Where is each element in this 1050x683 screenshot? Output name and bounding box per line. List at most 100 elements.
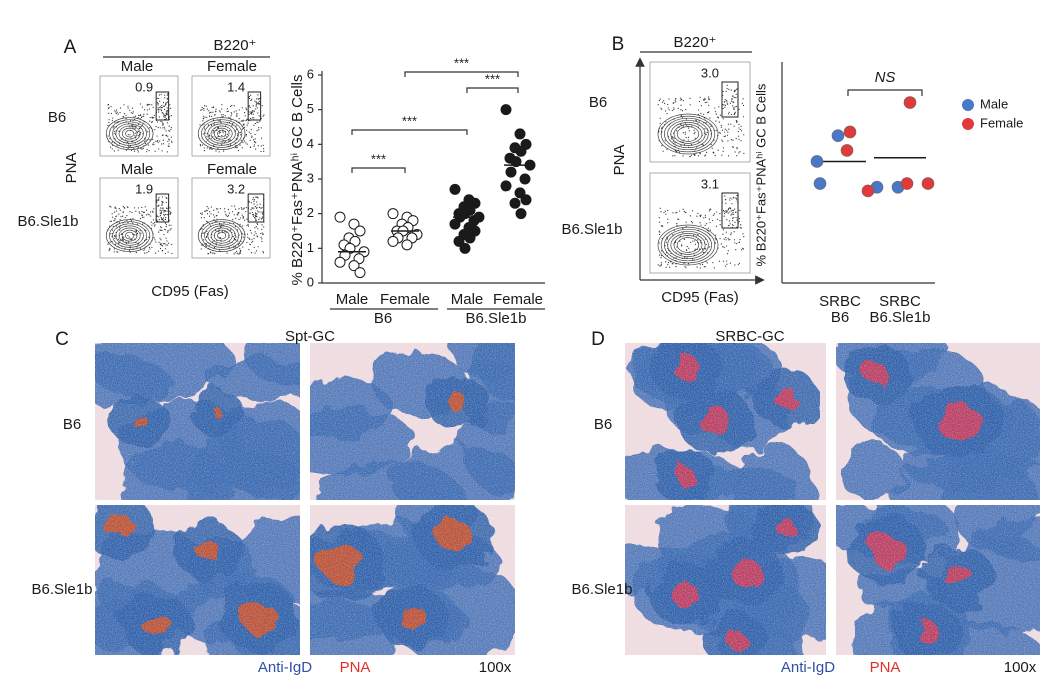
event-dot bbox=[239, 121, 241, 123]
event-dot bbox=[261, 224, 263, 226]
event-dot bbox=[733, 197, 735, 199]
event-dot bbox=[675, 257, 677, 259]
event-dot bbox=[151, 121, 153, 124]
event-dot bbox=[162, 127, 164, 129]
event-dot bbox=[165, 213, 167, 216]
sig-bracket bbox=[351, 167, 406, 173]
event-dot bbox=[165, 102, 167, 104]
event-dot bbox=[161, 150, 163, 152]
contour bbox=[213, 229, 230, 242]
event-dot bbox=[164, 210, 166, 212]
event-dot bbox=[730, 113, 733, 116]
event-dot bbox=[245, 210, 247, 213]
event-dot bbox=[737, 95, 739, 97]
data-point bbox=[519, 173, 531, 185]
event-dot bbox=[135, 231, 137, 233]
event-dot bbox=[263, 150, 265, 152]
event-dot bbox=[725, 210, 727, 212]
event-dot bbox=[205, 245, 207, 247]
event-dot bbox=[742, 233, 744, 235]
event-dot bbox=[258, 211, 260, 213]
event-dot bbox=[141, 216, 143, 219]
event-dot bbox=[246, 218, 248, 220]
event-dot bbox=[735, 197, 737, 199]
event-dot bbox=[740, 140, 742, 142]
event-dot bbox=[221, 114, 223, 116]
event-dot bbox=[665, 261, 667, 263]
event-dot bbox=[232, 235, 234, 238]
event-dot bbox=[236, 236, 238, 238]
event-dot bbox=[254, 215, 256, 217]
event-dot bbox=[697, 233, 699, 236]
event-dot bbox=[671, 136, 673, 138]
event-dot bbox=[242, 217, 244, 219]
event-dot bbox=[114, 243, 117, 246]
event-dot bbox=[117, 251, 119, 253]
event-dot bbox=[678, 151, 681, 153]
event-dot bbox=[141, 214, 143, 216]
event-dot bbox=[143, 211, 145, 213]
event-dot bbox=[118, 242, 120, 245]
event-dot bbox=[161, 196, 163, 198]
event-dot bbox=[727, 155, 730, 157]
event-dot bbox=[713, 213, 716, 215]
event-dot bbox=[224, 230, 226, 233]
event-dot bbox=[119, 239, 121, 242]
event-dot bbox=[230, 115, 232, 117]
row-label: B6 bbox=[589, 94, 607, 111]
event-dot bbox=[201, 213, 203, 215]
event-dot bbox=[735, 249, 737, 251]
event-dot bbox=[262, 144, 264, 146]
event-dot bbox=[728, 128, 730, 130]
event-dot bbox=[250, 112, 252, 115]
event-dot bbox=[213, 216, 216, 218]
event-dot bbox=[109, 137, 111, 140]
event-dot bbox=[739, 238, 741, 241]
event-dot bbox=[728, 111, 730, 113]
event-dot bbox=[718, 131, 720, 134]
event-dot bbox=[736, 155, 738, 157]
event-dot bbox=[246, 241, 248, 243]
event-dot bbox=[157, 141, 159, 144]
event-dot bbox=[257, 145, 259, 147]
event-dot bbox=[247, 122, 249, 124]
event-dot bbox=[732, 146, 734, 148]
event-dot bbox=[213, 209, 215, 211]
event-dot bbox=[256, 201, 258, 203]
event-dot bbox=[729, 102, 731, 104]
event-dot bbox=[236, 214, 238, 216]
event-dot bbox=[700, 112, 702, 114]
event-dot bbox=[202, 118, 205, 120]
event-dot bbox=[252, 139, 255, 141]
event-dot bbox=[738, 123, 740, 126]
event-dot bbox=[128, 145, 130, 148]
event-dot bbox=[122, 211, 124, 213]
event-dot bbox=[210, 111, 212, 114]
plot-frame bbox=[99, 177, 179, 259]
event-dot bbox=[706, 112, 709, 114]
event-dot bbox=[685, 221, 687, 223]
event-dot bbox=[242, 225, 244, 227]
event-dot bbox=[206, 206, 208, 208]
event-dot bbox=[256, 98, 258, 100]
event-dot bbox=[258, 127, 260, 129]
event-dot bbox=[729, 262, 731, 264]
event-dot bbox=[721, 129, 724, 131]
event-dot bbox=[119, 226, 121, 228]
event-dot bbox=[734, 151, 736, 153]
event-dot bbox=[682, 132, 684, 134]
event-dot bbox=[122, 239, 124, 241]
histology-image bbox=[95, 505, 300, 655]
row-label: B6 bbox=[594, 416, 612, 433]
event-dot bbox=[680, 97, 682, 99]
event-dot bbox=[164, 242, 166, 245]
event-dot bbox=[253, 110, 256, 112]
event-dot bbox=[202, 144, 204, 146]
event-dot bbox=[249, 146, 252, 148]
event-dot bbox=[245, 206, 247, 209]
event-dot bbox=[715, 234, 717, 236]
event-dot bbox=[113, 150, 115, 152]
event-dot bbox=[223, 208, 226, 210]
event-dot bbox=[119, 219, 121, 221]
event-dot bbox=[159, 140, 161, 142]
